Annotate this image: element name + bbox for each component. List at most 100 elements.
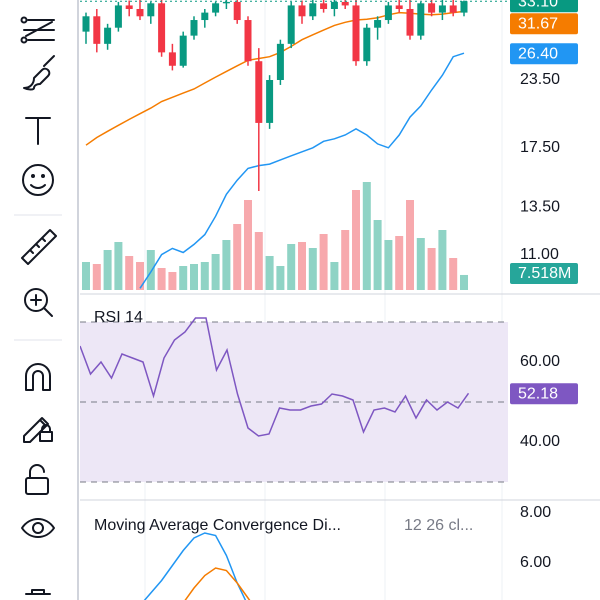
candle-body	[125, 5, 133, 9]
visibility-tool[interactable]	[21, 518, 55, 538]
lower-band-line	[139, 52, 465, 289]
price-axis-label: 17.50	[520, 139, 560, 156]
candle-body	[244, 20, 252, 62]
volume-bar	[416, 238, 425, 290]
volume-bar	[276, 266, 285, 290]
macd-params: 12 26 cl...	[404, 517, 473, 534]
lock-drawings-tool[interactable]	[23, 417, 53, 443]
rsi-badge	[510, 383, 578, 405]
candle-body	[417, 3, 425, 36]
price-badge	[510, 262, 578, 284]
volume-bar	[211, 254, 220, 290]
candle-body	[190, 20, 198, 36]
volume-bar	[125, 256, 134, 290]
volume-bar	[362, 182, 371, 290]
volume-bar	[190, 264, 198, 290]
volume-bar	[319, 234, 328, 290]
candle-body	[104, 27, 112, 44]
rsi-badge-label: 52.18	[518, 385, 558, 402]
price-badge-label: 31.67	[518, 15, 558, 32]
candle-body	[201, 12, 209, 21]
candle-body	[222, 1, 230, 4]
emoji-tool[interactable]	[22, 164, 54, 196]
volume-bar	[427, 248, 436, 290]
volume-bar	[298, 242, 306, 290]
candle-body	[212, 3, 220, 13]
volume-bar	[82, 262, 90, 290]
macd-axis-label: 6.00	[520, 554, 551, 571]
candle-body	[384, 5, 392, 21]
volume-bar	[136, 262, 144, 290]
candle-body	[309, 3, 317, 17]
volume-bar	[460, 274, 468, 290]
candle-body	[82, 16, 90, 32]
toolbar	[14, 16, 62, 595]
delete-tool[interactable]	[25, 589, 51, 595]
ruler-tool[interactable]	[21, 229, 57, 265]
volume-bar	[384, 240, 393, 290]
candle-body	[341, 1, 349, 6]
price-axis-label: 23.50	[520, 71, 560, 88]
macd-axis-label: 8.00	[520, 504, 551, 521]
volume-bar	[114, 242, 123, 290]
volume-bar	[330, 262, 339, 290]
rsi-axis-label: 60.00	[520, 353, 560, 370]
candle-body	[276, 43, 284, 80]
trend-line-tool[interactable]	[20, 16, 55, 44]
brush-tool[interactable]	[23, 55, 55, 91]
candle-body	[266, 80, 274, 123]
macd-title: Moving Average Convergence Di...	[94, 517, 341, 534]
volume-bar	[406, 200, 414, 290]
candle-body	[460, 1, 468, 13]
signal-line	[184, 567, 251, 600]
candle-body	[320, 3, 328, 9]
grid	[144, 0, 503, 600]
price-axis-label: 11.00	[520, 246, 559, 263]
candle-body	[179, 35, 187, 66]
volume-bar	[287, 244, 296, 290]
candle-body	[330, 1, 338, 9]
candle-body	[449, 5, 457, 13]
candle-body	[93, 16, 101, 44]
price-badge-label: 7.518M	[518, 265, 571, 282]
candle-body	[374, 20, 382, 28]
rsi-line	[80, 317, 470, 437]
candle-body	[438, 5, 446, 13]
candle-body	[428, 3, 436, 13]
volume-bar	[168, 272, 177, 290]
rsi-title: RSI 14	[94, 309, 143, 326]
price-axis-label: 13.50	[520, 199, 560, 216]
macd-line	[143, 532, 247, 600]
volume-bar	[244, 200, 252, 290]
volume-bar	[179, 266, 188, 290]
candle-body	[255, 61, 263, 123]
candle-body	[298, 5, 306, 17]
candle-body	[158, 3, 166, 53]
volume-bar	[438, 230, 447, 290]
price-panel	[82, 0, 468, 290]
volume-bar	[146, 250, 155, 290]
volume-bar	[92, 264, 101, 290]
price-badge-label: 33.10	[518, 0, 558, 10]
volume-bar	[265, 256, 274, 290]
volume-bar	[308, 248, 317, 290]
volume-bar	[157, 268, 166, 290]
zoom-tool[interactable]	[24, 288, 53, 317]
candle-body	[233, 1, 241, 21]
magnet-tool[interactable]	[25, 363, 51, 391]
volume-bar	[395, 236, 404, 290]
volume-bar	[222, 240, 231, 290]
unlock-tool[interactable]	[25, 464, 49, 495]
candle-body	[406, 8, 414, 36]
volume-bar	[233, 224, 242, 290]
candle-body	[168, 52, 176, 66]
price-badge	[510, 43, 578, 65]
price-badge-label: 26.40	[518, 45, 558, 62]
text-tool[interactable]	[25, 117, 51, 145]
rsi-panel	[80, 317, 508, 483]
volume-bar	[341, 230, 350, 290]
candle-body	[136, 8, 144, 17]
rsi-axis-label: 40.00	[520, 433, 560, 450]
volume-bar	[449, 258, 458, 290]
